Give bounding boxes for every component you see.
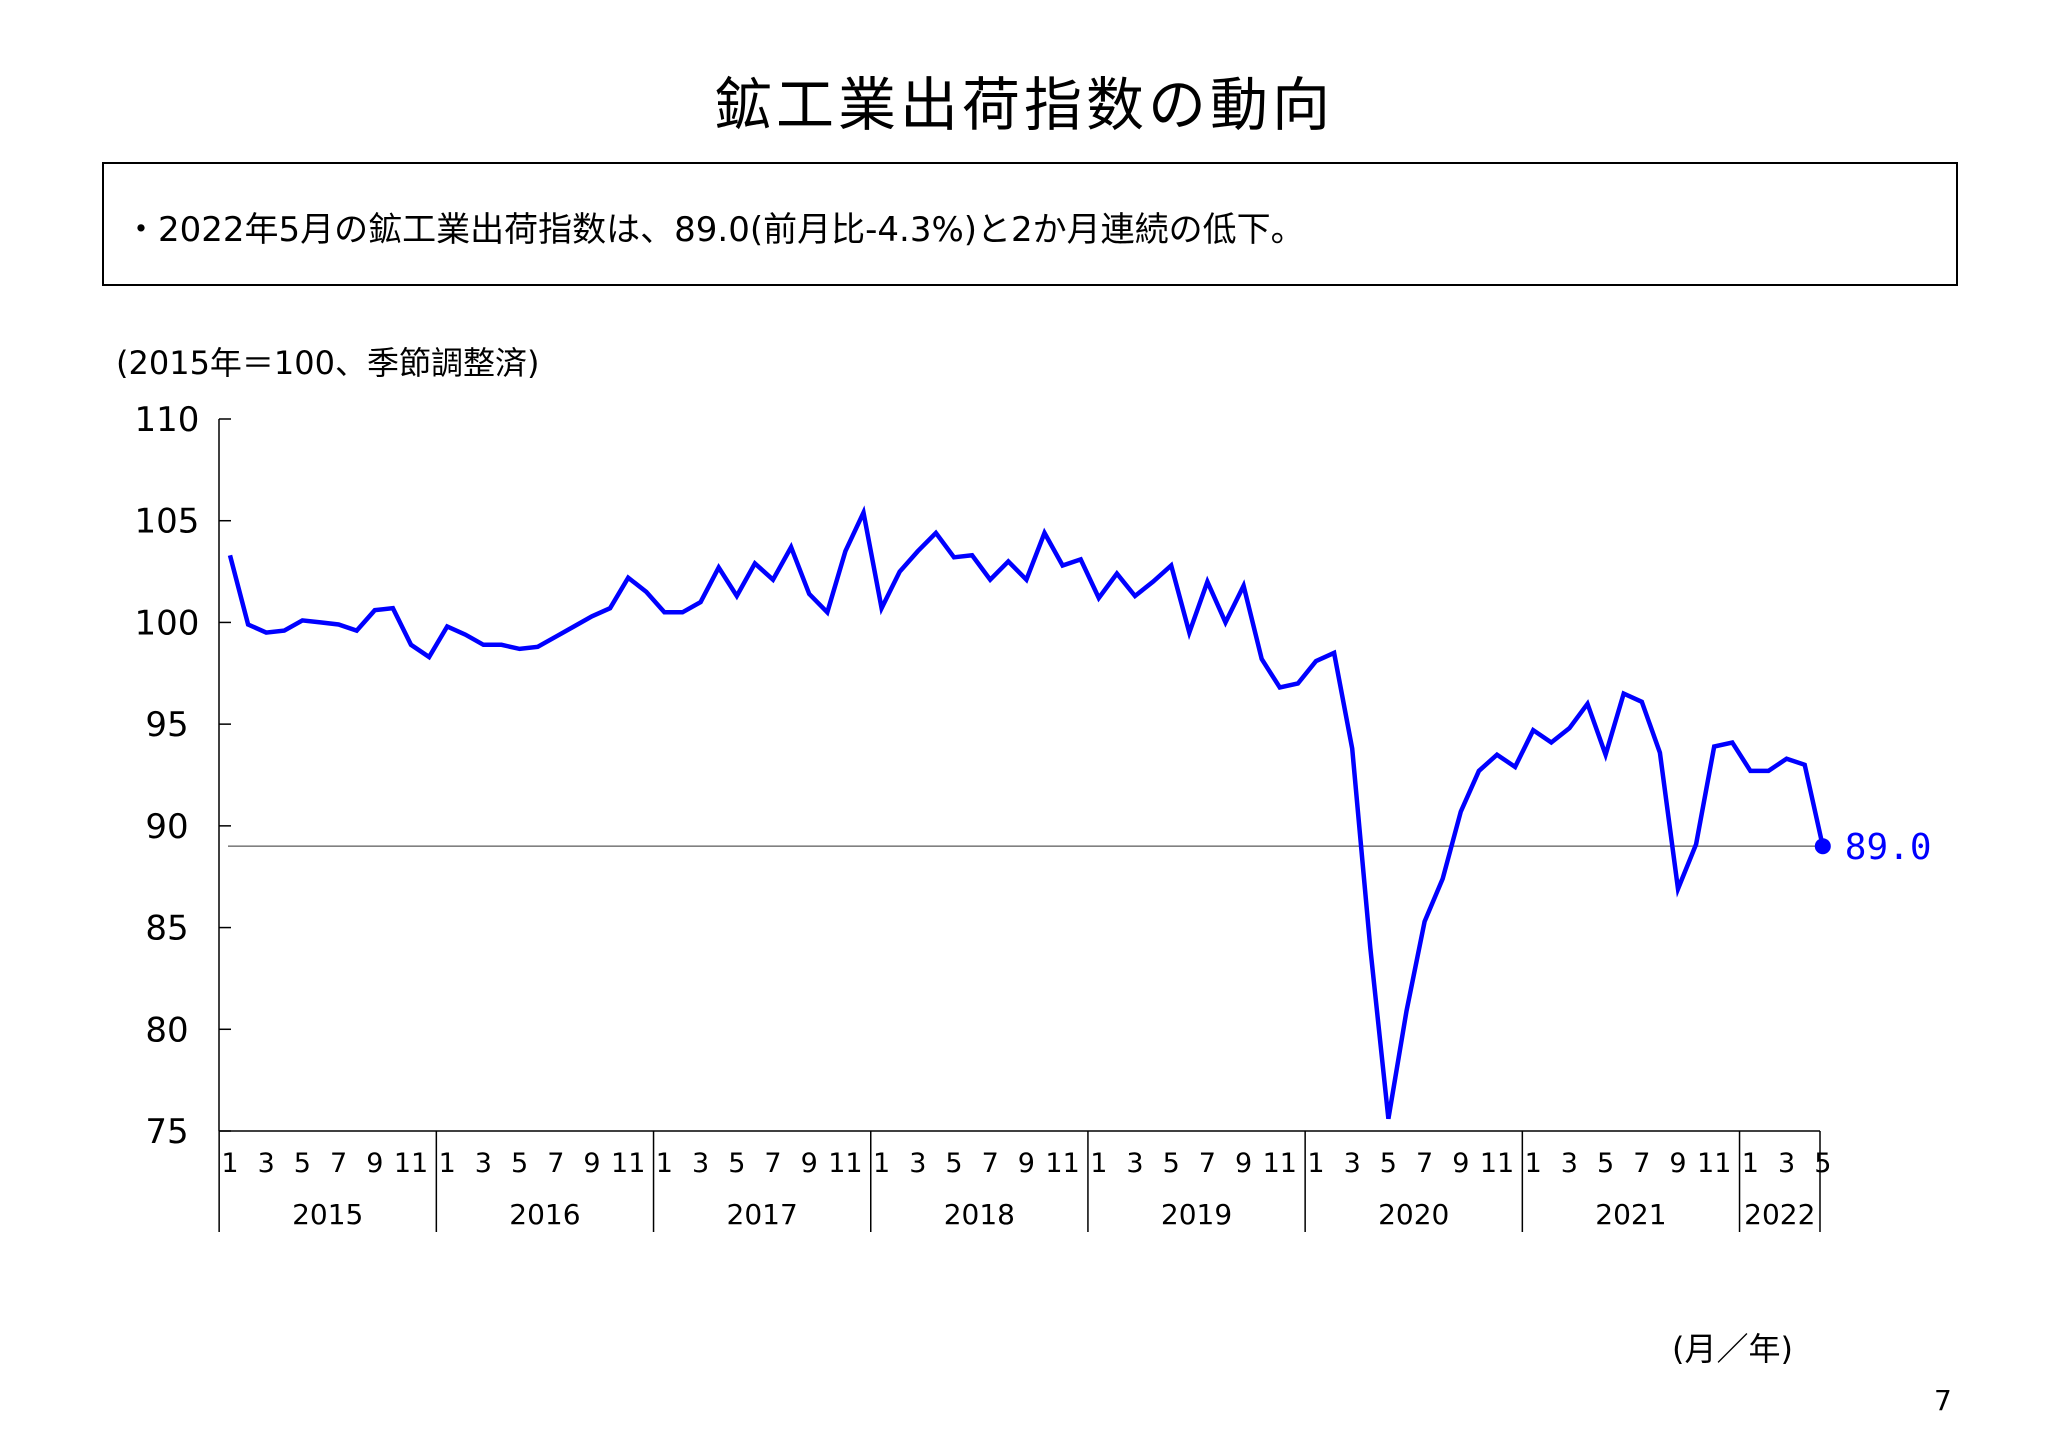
month-label-58: 11	[1263, 1148, 1297, 1179]
year-label-2022: 2022	[1744, 1198, 1815, 1231]
month-label-16: 5	[511, 1148, 528, 1179]
month-label-40: 5	[945, 1148, 962, 1179]
month-label-26: 3	[692, 1148, 709, 1179]
year-label-2017: 2017	[727, 1198, 798, 1231]
month-label-48: 1	[1090, 1148, 1107, 1179]
last-value-label: 89.0	[1845, 827, 1932, 868]
month-label-44: 9	[1018, 1148, 1035, 1179]
month-label-74: 3	[1561, 1148, 1578, 1179]
year-label-2015: 2015	[292, 1198, 363, 1231]
month-label-88: 5	[1814, 1148, 1831, 1179]
month-label-36: 1	[873, 1148, 890, 1179]
month-label-8: 9	[366, 1148, 383, 1179]
y-tick-label-75: 75	[145, 1112, 188, 1152]
month-label-34: 11	[828, 1148, 862, 1179]
month-label-30: 7	[764, 1148, 781, 1179]
month-label-56: 9	[1235, 1148, 1252, 1179]
summary-text: ・2022年5月の鉱工業出荷指数は、89.0(前月比-4.3%)と2か月連続の低…	[124, 210, 1305, 250]
month-label-20: 9	[583, 1148, 600, 1179]
year-label-2020: 2020	[1378, 1198, 1449, 1231]
month-label-42: 7	[982, 1148, 999, 1179]
month-label-0: 1	[221, 1148, 238, 1179]
month-label-52: 5	[1163, 1148, 1180, 1179]
y-tick-label-105: 105	[135, 502, 200, 542]
month-label-46: 11	[1045, 1148, 1079, 1179]
month-label-22: 11	[611, 1148, 645, 1179]
y-tick-label-110: 110	[135, 400, 200, 440]
year-label-2021: 2021	[1595, 1198, 1666, 1231]
month-label-68: 9	[1452, 1148, 1469, 1179]
month-label-60: 1	[1307, 1148, 1324, 1179]
month-label-10: 11	[394, 1148, 428, 1179]
last-point-marker	[1814, 838, 1831, 855]
y-tick-label-100: 100	[135, 603, 200, 643]
y-tick-label-80: 80	[145, 1010, 188, 1050]
month-label-32: 9	[801, 1148, 818, 1179]
summary-box: ・2022年5月の鉱工業出荷指数は、89.0(前月比-4.3%)と2か月連続の低…	[102, 162, 1958, 286]
page-title: 鉱工業出荷指数の動向	[713, 71, 1334, 139]
month-label-28: 5	[728, 1148, 745, 1179]
month-label-4: 5	[294, 1148, 311, 1179]
month-label-6: 7	[330, 1148, 347, 1179]
page-number: 7	[1934, 1384, 1952, 1417]
month-label-14: 3	[475, 1148, 492, 1179]
month-label-86: 3	[1778, 1148, 1795, 1179]
y-tick-label-90: 90	[145, 807, 188, 847]
month-label-12: 1	[439, 1148, 456, 1179]
y-tick-label-85: 85	[145, 909, 188, 949]
x-axis-unit-label: (月／年)	[1672, 1330, 1793, 1368]
month-label-50: 3	[1126, 1148, 1143, 1179]
month-label-76: 5	[1597, 1148, 1614, 1179]
month-label-54: 7	[1199, 1148, 1216, 1179]
month-label-62: 3	[1344, 1148, 1361, 1179]
month-label-72: 1	[1525, 1148, 1542, 1179]
y-axis-unit-note: (2015年＝100、季節調整済)	[116, 344, 540, 382]
month-label-2: 3	[258, 1148, 275, 1179]
month-label-80: 9	[1669, 1148, 1686, 1179]
month-label-24: 1	[656, 1148, 673, 1179]
month-label-64: 5	[1380, 1148, 1397, 1179]
month-label-78: 7	[1633, 1148, 1650, 1179]
series-line	[227, 505, 1825, 1120]
month-label-70: 11	[1480, 1148, 1514, 1179]
y-tick-label-95: 95	[145, 705, 188, 745]
month-label-38: 3	[909, 1148, 926, 1179]
month-label-84: 1	[1742, 1148, 1759, 1179]
month-label-66: 7	[1416, 1148, 1433, 1179]
month-label-82: 11	[1697, 1148, 1731, 1179]
year-label-2019: 2019	[1161, 1198, 1232, 1231]
month-label-18: 7	[547, 1148, 564, 1179]
year-label-2016: 2016	[509, 1198, 580, 1231]
year-label-2018: 2018	[944, 1198, 1015, 1231]
